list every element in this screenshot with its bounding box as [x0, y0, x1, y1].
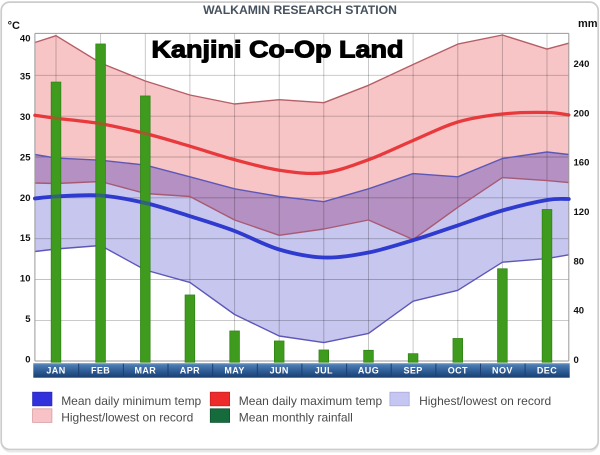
svg-text:20: 20: [20, 193, 31, 204]
svg-text:35: 35: [20, 72, 31, 83]
svg-text:MAY: MAY: [224, 366, 244, 376]
svg-text:mm: mm: [578, 18, 598, 30]
svg-text:DEC: DEC: [537, 366, 557, 376]
svg-text:Mean daily minimum temp: Mean daily minimum temp: [61, 394, 201, 408]
svg-text:40: 40: [574, 306, 585, 317]
svg-text:0: 0: [25, 354, 30, 365]
svg-text:Kanjini Co-Op Land: Kanjini Co-Op Land: [152, 37, 404, 64]
svg-text:Highest/lowest on record: Highest/lowest on record: [61, 411, 193, 425]
svg-text:Mean monthly rainfall: Mean monthly rainfall: [239, 411, 353, 425]
svg-text:WALKAMIN RESEARCH STATION: WALKAMIN RESEARCH STATION: [203, 3, 397, 17]
svg-text:SEP: SEP: [403, 366, 422, 376]
svg-text:40: 40: [20, 34, 31, 45]
svg-text:120: 120: [574, 207, 590, 218]
svg-text:10: 10: [20, 274, 31, 285]
svg-text:5: 5: [25, 314, 31, 325]
svg-text:15: 15: [20, 233, 31, 244]
svg-text:JUL: JUL: [315, 366, 333, 376]
svg-text:0: 0: [574, 355, 579, 366]
svg-text:°C: °C: [8, 20, 20, 32]
svg-text:MAR: MAR: [134, 366, 156, 376]
svg-text:25: 25: [20, 152, 31, 163]
svg-text:JAN: JAN: [46, 366, 65, 376]
svg-text:200: 200: [574, 108, 590, 119]
svg-text:OCT: OCT: [448, 366, 468, 376]
svg-text:30: 30: [20, 112, 31, 123]
svg-text:AUG: AUG: [358, 366, 379, 376]
svg-text:NOV: NOV: [492, 366, 513, 376]
svg-text:JUN: JUN: [270, 366, 289, 376]
svg-text:FEB: FEB: [91, 366, 110, 376]
svg-text:80: 80: [574, 256, 585, 267]
svg-text:240: 240: [574, 59, 590, 70]
svg-text:Highest/lowest on record: Highest/lowest on record: [419, 394, 551, 408]
svg-text:APR: APR: [180, 366, 200, 376]
svg-text:Mean daily maximum temp: Mean daily maximum temp: [239, 394, 383, 408]
svg-text:160: 160: [574, 158, 590, 169]
